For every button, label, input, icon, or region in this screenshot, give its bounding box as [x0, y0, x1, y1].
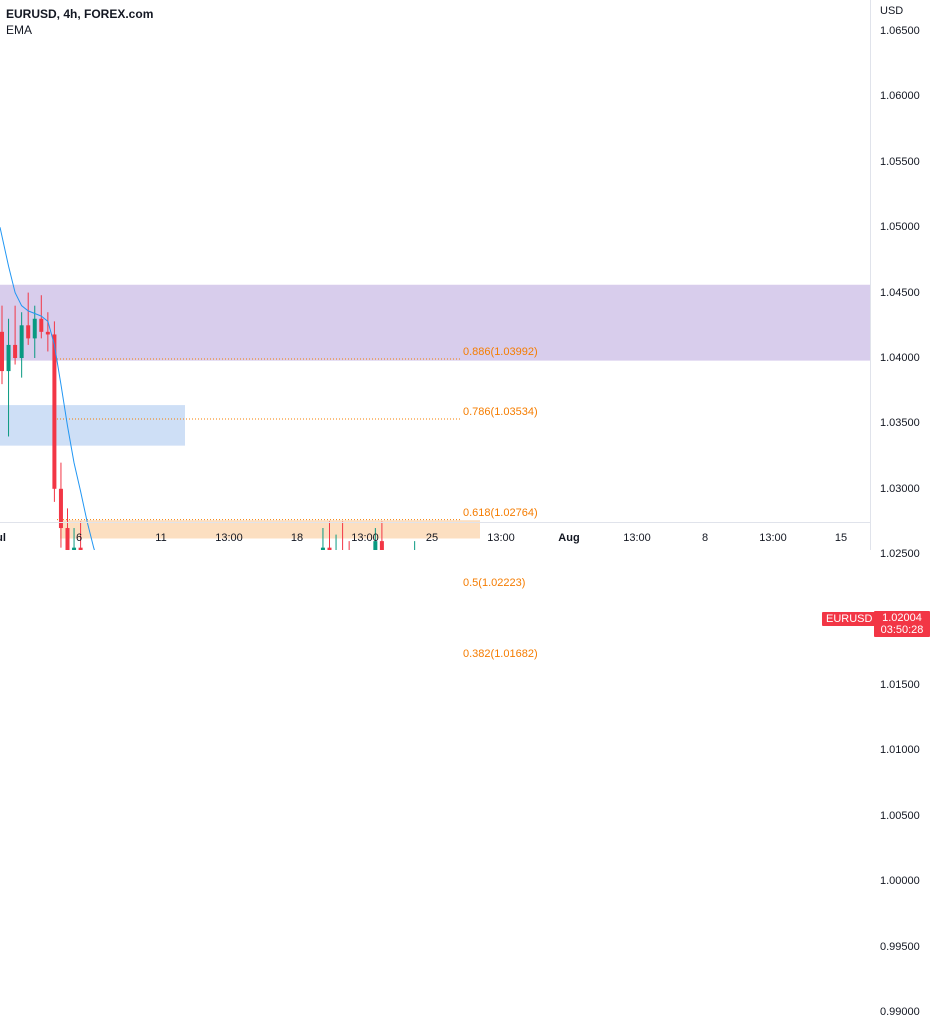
time-tick: 15 — [834, 532, 848, 544]
fib-level-label: 0.886(1.03992) — [463, 346, 538, 359]
time-tick: Aug — [558, 532, 580, 544]
price-chart[interactable] — [0, 0, 870, 941]
fib-level-label: 0.618(1.02764) — [463, 506, 538, 519]
candle-body — [19, 325, 24, 358]
price-tick: 1.04500 — [880, 286, 920, 299]
candle-body — [52, 334, 57, 489]
price-tick: 1.03000 — [880, 482, 920, 495]
candle-body — [58, 488, 63, 529]
candle-body — [45, 331, 50, 335]
candle-body — [39, 318, 44, 332]
indicator-label: EMA — [6, 23, 33, 37]
price-tick: 1.00000 — [880, 875, 920, 888]
current-price-tag: 1.02004 03:50:28 — [874, 611, 930, 638]
candle-body — [0, 331, 4, 372]
fib-level-label: 0.382(1.01682) — [463, 648, 538, 661]
time-tick: ul — [0, 532, 6, 544]
price-tick: 1.01000 — [880, 744, 920, 757]
price-tick: 1.04000 — [880, 352, 920, 364]
current-price: 1.02004 — [882, 612, 922, 625]
time-axis-divider — [0, 522, 870, 523]
time-tick: 11 — [155, 532, 167, 544]
price-tick: 0.99000 — [880, 1006, 920, 1018]
ema-line — [0, 227, 428, 839]
candle-body — [26, 325, 31, 339]
price-tick: 1.05000 — [880, 221, 920, 234]
time-tick: 13:00 — [623, 532, 651, 544]
time-tick: 13:00 — [215, 532, 243, 544]
price-tick: 0.99500 — [880, 940, 920, 953]
time-tick: 13:00 — [351, 532, 379, 544]
bar-countdown: 03:50:28 — [880, 624, 924, 637]
chart-area[interactable]: EURUSD, 4h, FOREX.com EMA 0.886(1.03992)… — [0, 0, 870, 941]
price-tick: 1.06500 — [880, 25, 920, 37]
supply-zone-purple — [0, 284, 870, 361]
time-tick: 25 — [425, 532, 439, 544]
time-tick: 18 — [290, 532, 304, 544]
price-tick: 1.03500 — [880, 417, 920, 430]
price-tick: 1.06000 — [880, 90, 920, 103]
time-tick: 6 — [75, 532, 83, 544]
price-tick: 1.01500 — [880, 679, 920, 691]
chart-legend: EURUSD, 4h, FOREX.com EMA — [6, 6, 153, 38]
currency-label: USD — [880, 5, 904, 17]
time-tick: 8 — [701, 532, 709, 544]
symbol-tag: EURUSD — [822, 612, 877, 627]
price-axis[interactable]: USD 1.06500 1.06000 1.05500 1.05000 1.04500 1… — [870, 0, 932, 1018]
fib-level-label: 0.5(1.02223) — [463, 577, 526, 590]
candle-body — [65, 528, 70, 568]
price-tick: 1.05500 — [880, 155, 920, 168]
fib-level-label: 0.786(1.03534) — [463, 405, 538, 418]
candle-body — [32, 318, 37, 339]
price-tick: 1.00500 — [880, 809, 920, 822]
time-tick: 13:00 — [759, 532, 787, 544]
candle-body — [379, 541, 384, 633]
time-tick: 13:00 — [487, 532, 515, 544]
chart-title: EURUSD, 4h, FOREX.com — [6, 7, 154, 21]
candle-body — [6, 344, 11, 372]
candle-body — [13, 344, 18, 358]
zone-blue — [0, 405, 185, 446]
